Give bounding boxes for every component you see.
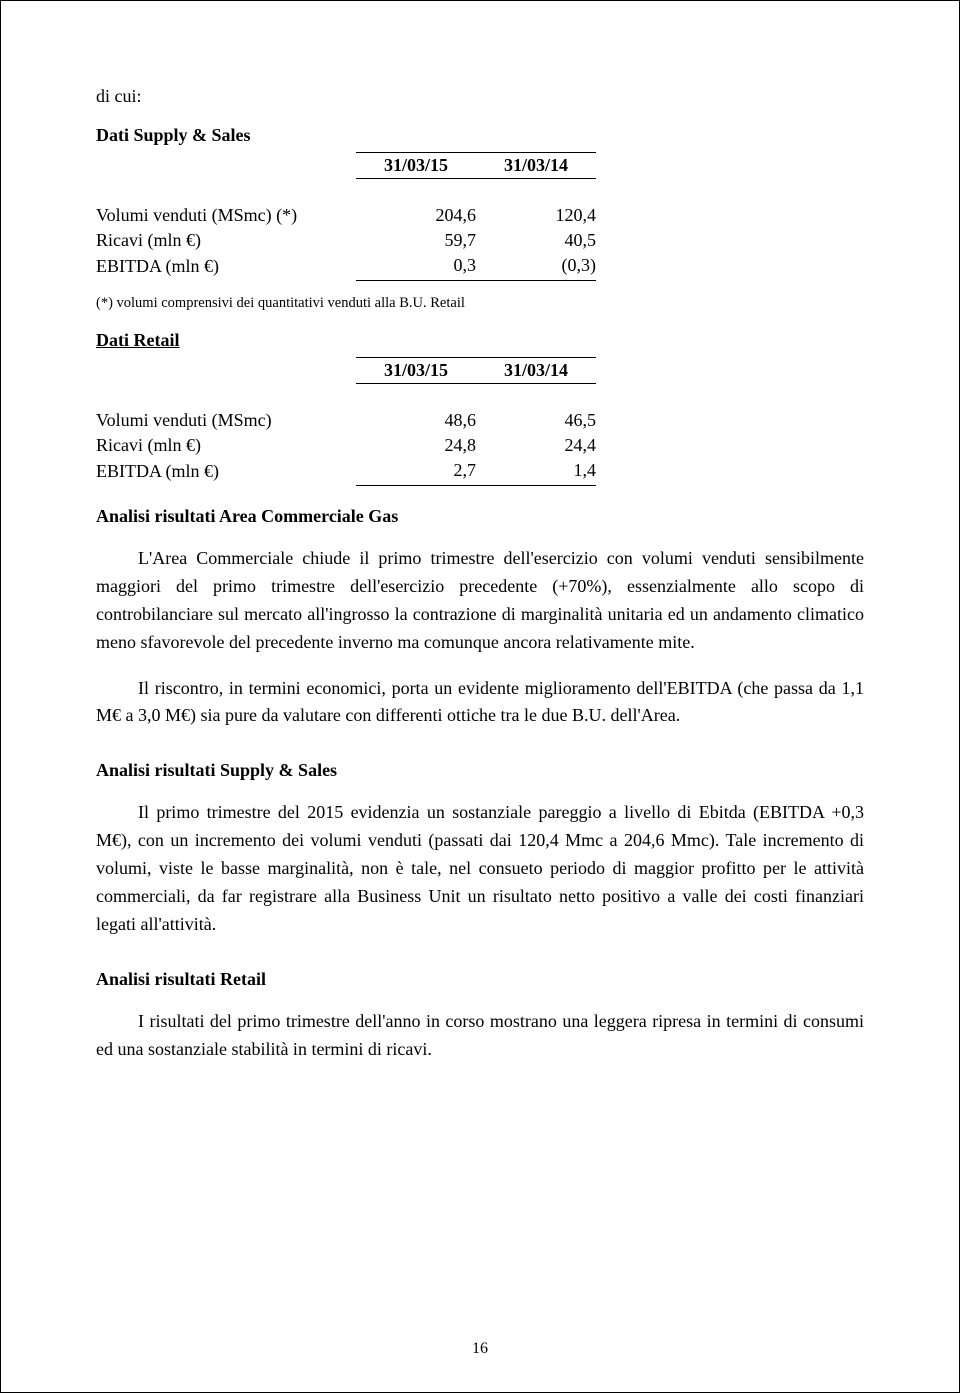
body-paragraph: I risultati del primo trimestre dell'ann… (96, 1008, 864, 1064)
table-retail-title: Dati Retail (96, 330, 864, 351)
col-header: 31/03/14 (476, 153, 596, 179)
table-supply-title: Dati Supply & Sales (96, 125, 864, 146)
table-row: EBITDA (mln €) 2,7 1,4 (96, 458, 596, 486)
table-row: Volumi venduti (MSmc) (*) 204,6 120,4 (96, 203, 596, 228)
table-row: EBITDA (mln €) 0,3 (0,3) (96, 253, 596, 281)
table-row: Volumi venduti (MSmc) 48,6 46,5 (96, 408, 596, 433)
body-paragraph: Il riscontro, in termini economici, port… (96, 675, 864, 731)
intro-text: di cui: (96, 86, 864, 107)
heading-retail: Analisi risultati Retail (96, 969, 864, 990)
body-paragraph: L'Area Commerciale chiude il primo trime… (96, 545, 864, 657)
table-row: Ricavi (mln €) 59,7 40,5 (96, 228, 596, 253)
table-footnote: (*) volumi comprensivi dei quantitativi … (96, 295, 864, 312)
col-header: 31/03/14 (476, 358, 596, 384)
document-page: di cui: Dati Supply & Sales 31/03/15 31/… (0, 0, 960, 1393)
table-row: Ricavi (mln €) 24,8 24,4 (96, 433, 596, 458)
heading-supply: Analisi risultati Supply & Sales (96, 760, 864, 781)
table-supply-sales: 31/03/15 31/03/14 Volumi venduti (MSmc) … (96, 152, 596, 281)
page-number: 16 (1, 1340, 959, 1358)
col-header: 31/03/15 (356, 153, 476, 179)
heading-gas: Analisi risultati Area Commerciale Gas (96, 506, 864, 527)
col-header: 31/03/15 (356, 358, 476, 384)
body-paragraph: Il primo trimestre del 2015 evidenzia un… (96, 799, 864, 938)
table-retail: 31/03/15 31/03/14 Volumi venduti (MSmc) … (96, 357, 596, 486)
